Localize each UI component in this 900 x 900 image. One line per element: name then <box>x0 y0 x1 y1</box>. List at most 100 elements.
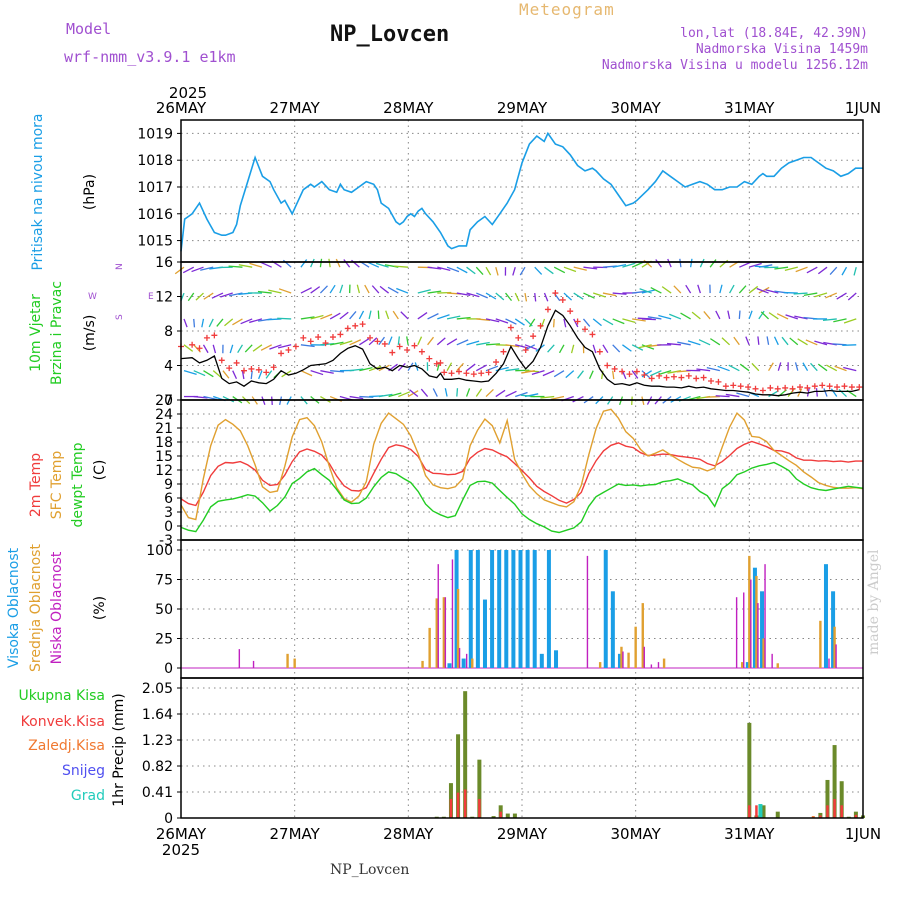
high-cloud-bar <box>447 663 452 668</box>
wind-arrow <box>553 370 565 378</box>
gust-marker <box>626 371 633 378</box>
y-tick-label: 0 <box>164 661 173 677</box>
wind-arrow <box>252 344 263 352</box>
wind-arrow <box>649 370 662 377</box>
wind-arrow <box>583 266 598 270</box>
gust-marker <box>633 368 640 375</box>
high-cloud-bar <box>554 650 559 668</box>
gust-marker <box>441 369 448 376</box>
wind-arrow <box>201 318 205 328</box>
wind-arrow <box>612 318 625 325</box>
gust-marker <box>604 362 611 369</box>
compass-n: N <box>115 263 125 270</box>
mid-cloud-bar <box>662 658 666 668</box>
wind-arrow <box>378 393 393 398</box>
wind-arrow <box>505 318 517 325</box>
wind-arrow <box>208 318 214 328</box>
wind-arrow <box>570 344 575 354</box>
mid-cloud-bar <box>762 638 765 668</box>
coords: lon,lat (18.84E, 42.39N) <box>680 26 868 41</box>
wind-arrow <box>805 339 818 346</box>
gust-marker <box>522 346 529 353</box>
wind-arrow <box>631 370 639 379</box>
wind-arrow <box>514 318 525 326</box>
wind-arrow <box>573 318 579 328</box>
wind-arrow <box>249 318 263 324</box>
wind-arrow <box>758 310 765 320</box>
gust-marker <box>233 359 240 366</box>
gust-marker <box>774 385 781 392</box>
wind-arrow <box>446 266 460 273</box>
y-tick-label: 27 <box>155 393 173 409</box>
wind-arrow <box>602 318 614 326</box>
gust-marker <box>307 338 314 345</box>
wind-arrow <box>853 267 857 276</box>
low-cloud-bar <box>586 555 589 668</box>
precip-legend-1: Konvek.Kisa <box>21 714 105 730</box>
dewpt-line <box>180 461 864 534</box>
sfc-temp-label: SFC Temp <box>49 451 65 520</box>
y-tick-label: 15 <box>155 449 173 465</box>
wind-arrow <box>228 265 243 268</box>
y-tick-label: 1018 <box>137 153 173 169</box>
wind-arrow <box>406 336 409 345</box>
wind-arrow <box>519 266 526 276</box>
wind-arrow <box>666 342 681 346</box>
wind-arrow <box>397 362 406 372</box>
gust-marker <box>367 334 374 341</box>
gust-marker <box>804 384 811 391</box>
wind-arrow <box>475 266 484 275</box>
gust-marker <box>648 375 655 382</box>
wind-arrow <box>310 370 324 376</box>
gust-marker <box>826 383 833 390</box>
wind-arrow <box>392 310 399 320</box>
conv-precip-bar <box>478 798 481 818</box>
wind-arrow <box>446 338 458 346</box>
low-cloud-bar <box>771 653 773 668</box>
wind-arrow <box>417 336 423 346</box>
conv-precip-bar <box>854 814 858 818</box>
wind-arrow <box>320 313 333 320</box>
wind-arrow <box>825 364 838 372</box>
y-tick-label: 75 <box>155 573 173 589</box>
wind-arrow <box>388 392 402 398</box>
wind-arrow <box>698 339 711 346</box>
wind-arrow <box>622 344 632 352</box>
gust-marker <box>811 383 818 390</box>
gust-marker <box>841 383 848 390</box>
high-cloud-bar <box>617 653 622 668</box>
wind-arrow <box>748 310 753 320</box>
wind-arrow <box>602 292 617 297</box>
dewpt-label: dewpt Temp <box>70 442 86 527</box>
y-tick-label: 1.23 <box>142 733 173 749</box>
wind-arrow <box>505 390 517 398</box>
low-cloud-bar <box>764 564 766 668</box>
wind-arrow <box>612 264 627 268</box>
mid-cloud-bar <box>598 662 602 668</box>
mid-cloud-bar <box>286 653 289 668</box>
gust-marker <box>737 383 744 390</box>
wind-arrow <box>244 344 253 353</box>
wind-arrow <box>267 318 282 321</box>
wind-arrow <box>485 318 500 323</box>
x-tick-label-bottom: 31MAY <box>724 825 775 843</box>
wind-arrow <box>553 266 566 274</box>
gust-marker <box>352 322 359 329</box>
wind-arrow <box>203 395 217 400</box>
wind-arrow <box>400 311 409 320</box>
wind-arrow <box>387 286 399 294</box>
high-cloud-bar <box>454 550 459 668</box>
wind-arrow <box>224 318 234 327</box>
y-tick-label: 1.64 <box>142 707 173 723</box>
wind-arrow <box>202 344 209 354</box>
low-cloud-bar <box>465 653 468 668</box>
wind-arrow <box>524 292 528 302</box>
wind-arrow <box>398 391 411 398</box>
wind-arrow <box>495 292 505 301</box>
x-tick-label-bottom: 28MAY <box>383 825 434 843</box>
gust-marker <box>344 325 351 332</box>
low-cloud-bar <box>252 660 255 668</box>
wind-arrow <box>512 266 516 276</box>
total-precip-bar <box>775 811 780 818</box>
wind-arrow <box>751 362 760 372</box>
